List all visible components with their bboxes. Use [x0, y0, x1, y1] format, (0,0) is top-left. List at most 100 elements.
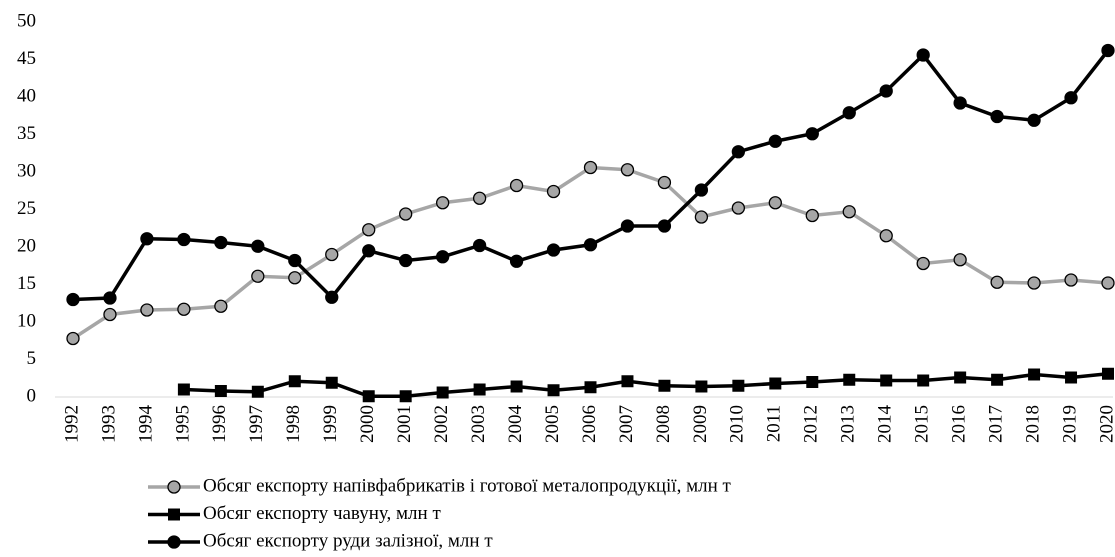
x-tick-label: 1994 — [135, 405, 156, 444]
data-point — [805, 208, 819, 223]
y-tick-label: 35 — [17, 123, 36, 144]
data-point — [879, 229, 893, 243]
x-tick-label: 2020 — [1096, 405, 1115, 443]
x-tick-label: 1997 — [246, 405, 267, 443]
x-tick-label: 2003 — [468, 405, 489, 443]
x-tick-label: 2010 — [727, 405, 748, 443]
y-tick-label: 45 — [17, 48, 36, 69]
x-tick-label: 1998 — [283, 405, 304, 443]
x-tick-label: 2009 — [690, 405, 711, 443]
data-point — [879, 84, 893, 98]
data-point — [362, 390, 375, 403]
data-point — [731, 201, 746, 215]
data-point — [916, 256, 930, 271]
data-point — [473, 383, 486, 396]
data-point — [435, 196, 450, 210]
series-line — [183, 372, 1109, 398]
y-tick-label: 5 — [27, 348, 37, 369]
x-tick-label: 2001 — [394, 405, 415, 443]
legend-marker — [168, 508, 180, 521]
data-point — [509, 254, 524, 268]
data-point — [140, 303, 154, 317]
x-tick-label: 1999 — [320, 405, 341, 443]
series-line — [72, 165, 1109, 340]
x-tick-label: 2006 — [579, 405, 600, 443]
legend-label: Обсяг експорту руди залізної, млн т — [203, 530, 493, 551]
data-point — [658, 379, 671, 392]
data-point — [1064, 91, 1078, 105]
data-point — [103, 307, 117, 322]
y-tick-label: 15 — [17, 273, 36, 294]
x-tick-label: 2004 — [505, 405, 526, 444]
x-tick-label: 2017 — [985, 405, 1006, 443]
data-point — [288, 253, 302, 268]
y-tick-label: 20 — [17, 235, 36, 256]
data-point — [251, 239, 265, 253]
data-point — [806, 376, 819, 388]
data-point — [694, 210, 709, 224]
legend-marker — [167, 535, 181, 549]
x-tick-label: 1992 — [61, 405, 82, 443]
legend-label: Обсяг експорту напівфабрикатів і готової… — [203, 475, 731, 496]
data-point — [288, 375, 301, 388]
x-tick-label: 2000 — [357, 405, 378, 443]
data-point — [843, 373, 856, 386]
data-point — [694, 183, 709, 197]
data-point — [917, 374, 930, 387]
data-point — [140, 232, 154, 246]
data-point — [399, 253, 413, 268]
x-tick-label: 2014 — [875, 405, 896, 444]
data-point — [509, 178, 524, 193]
y-tick-label: 0 — [27, 385, 37, 406]
x-tick-label: 2013 — [838, 405, 859, 443]
data-point — [1027, 113, 1041, 127]
data-point — [1102, 367, 1114, 380]
data-point — [399, 207, 413, 221]
data-point — [177, 232, 191, 247]
data-point — [472, 238, 487, 253]
data-point — [1101, 43, 1115, 58]
data-point — [768, 134, 782, 148]
data-point — [695, 380, 708, 393]
data-point — [880, 374, 893, 387]
data-point — [362, 223, 376, 237]
data-point — [547, 384, 560, 397]
data-point — [66, 292, 80, 307]
y-tick-label: 40 — [17, 85, 36, 106]
data-point — [769, 377, 782, 390]
data-point — [510, 380, 523, 393]
x-tick-label: 2005 — [542, 405, 563, 443]
data-point — [583, 238, 598, 252]
data-point — [990, 109, 1004, 124]
x-tick-label: 1996 — [209, 405, 230, 443]
data-point — [546, 243, 561, 257]
data-point — [251, 269, 265, 283]
x-tick-label: 2007 — [616, 405, 637, 443]
data-point — [214, 385, 227, 397]
y-tick-label: 10 — [17, 310, 36, 331]
data-point — [66, 331, 80, 346]
data-point — [916, 48, 930, 62]
y-tick-label: 50 — [17, 10, 36, 31]
data-point — [620, 219, 635, 233]
data-point — [768, 196, 782, 210]
data-point — [1027, 276, 1041, 290]
data-point — [103, 291, 117, 305]
data-point — [325, 290, 339, 304]
x-tick-label: 2012 — [801, 405, 822, 443]
data-point — [325, 376, 338, 389]
x-tick-label: 2011 — [764, 405, 785, 442]
x-tick-label: 2018 — [1022, 405, 1043, 443]
x-tick-label: 2008 — [653, 405, 674, 443]
data-point — [214, 299, 228, 313]
x-tick-label: 1995 — [172, 405, 193, 443]
data-point — [990, 275, 1004, 289]
data-point — [842, 106, 856, 120]
data-point — [657, 175, 672, 190]
data-point — [954, 371, 967, 384]
y-tick-label: 30 — [17, 160, 36, 181]
data-point — [842, 205, 856, 219]
data-point — [325, 247, 339, 262]
x-tick-label: 2015 — [912, 405, 933, 443]
